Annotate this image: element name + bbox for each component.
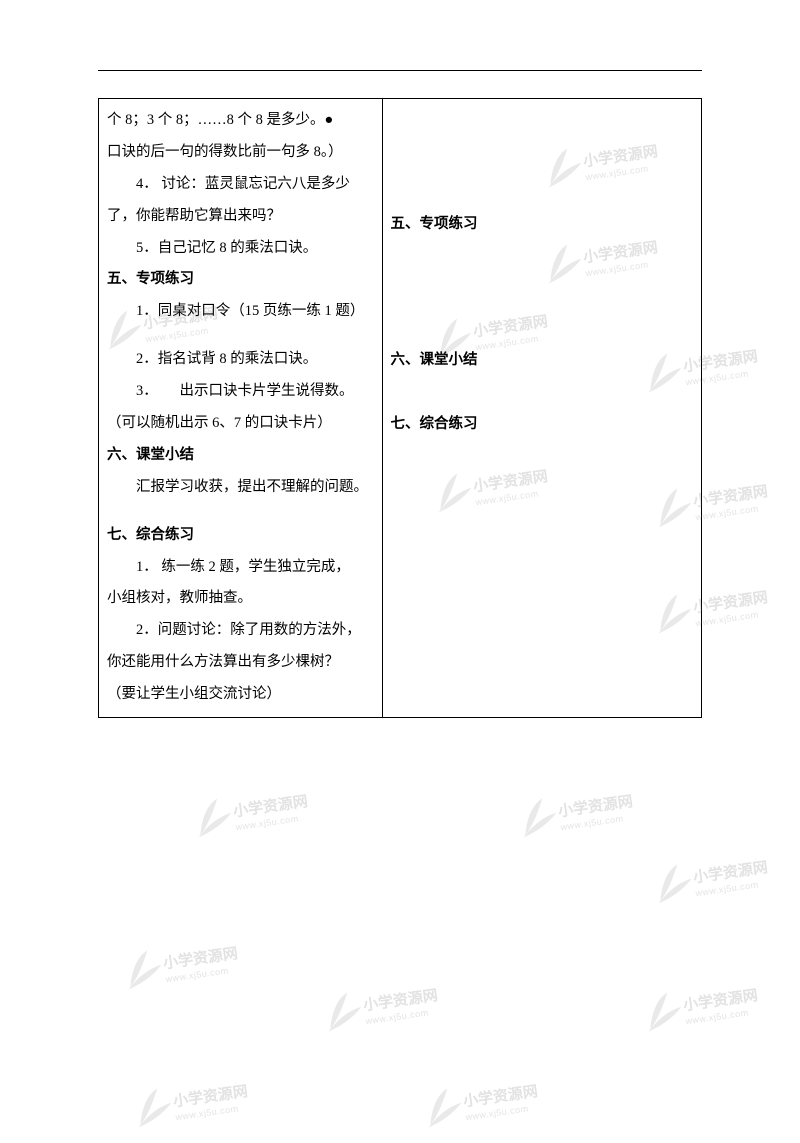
blank-line [107, 504, 376, 520]
svg-text:小学资源网: 小学资源网 [692, 858, 769, 886]
watermark-icon: 小学资源网 www.xj5u.com [637, 974, 792, 1042]
svg-text:www.xj5u.com: www.xj5u.com [694, 879, 759, 898]
watermark-icon: 小学资源网 www.xj5u.com [187, 780, 342, 848]
body-line: 口诀的后一句的得数比前一句多 8。） [107, 137, 376, 169]
watermark-icon: 小学资源网 www.xj5u.com [317, 974, 472, 1042]
body-line: 4． 讨论：蓝灵鼠忘记六八是多少 [107, 169, 376, 201]
watermark-icon: 小学资源网 www.xj5u.com [512, 780, 667, 848]
watermark-icon: 小学资源网 www.xj5u.com [647, 846, 800, 914]
page-root: 个 8；3 个 8；……8 个 8 是多少。● 口诀的后一句的得数比前一句多 8… [0, 0, 800, 1132]
svg-text:www.xj5u.com: www.xj5u.com [464, 1103, 529, 1122]
svg-text:www.xj5u.com: www.xj5u.com [694, 503, 759, 522]
body-line: （可以随机出示 6、7 的口诀卡片） [107, 408, 376, 440]
svg-text:www.xj5u.com: www.xj5u.com [234, 813, 299, 832]
svg-text:www.xj5u.com: www.xj5u.com [364, 1007, 429, 1026]
svg-text:小学资源网: 小学资源网 [172, 1082, 249, 1110]
lesson-table: 个 8；3 个 8；……8 个 8 是多少。● 口诀的后一句的得数比前一句多 8… [98, 98, 702, 718]
svg-text:小学资源网: 小学资源网 [692, 588, 769, 616]
right-heading-6: 六、课堂小结 [391, 345, 695, 377]
body-line: 1． 练一练 2 题，学生独立完成， [107, 552, 376, 584]
body-line: 你还能用什么方法算出有多少棵树？ [107, 647, 376, 679]
watermark-icon: 小学资源网 www.xj5u.com [117, 932, 272, 1000]
svg-text:小学资源网: 小学资源网 [557, 792, 634, 820]
svg-text:小学资源网: 小学资源网 [692, 482, 769, 510]
body-line: 3． 出示口诀卡片学生说得数。 [107, 376, 376, 408]
body-line: 了，你能帮助它算出来吗？ [107, 201, 376, 233]
right-heading-5: 五、专项练习 [391, 209, 695, 241]
body-line: 小组核对，教师抽查。 [107, 583, 376, 615]
section-heading-7: 七、综合练习 [107, 520, 376, 552]
table-left-column: 个 8；3 个 8；……8 个 8 是多少。● 口诀的后一句的得数比前一句多 8… [99, 99, 383, 717]
body-line: 1．同桌对口令（15 页练一练 1 题） [107, 296, 376, 328]
watermark-icon: 小学资源网 www.xj5u.com [417, 1070, 572, 1138]
svg-text:小学资源网: 小学资源网 [682, 986, 759, 1014]
svg-text:小学资源网: 小学资源网 [232, 792, 309, 820]
blank-line [107, 328, 376, 344]
body-line: 2．问题讨论：除了用数的方法外， [107, 615, 376, 647]
right-heading-7: 七、综合练习 [391, 409, 695, 441]
svg-text:www.xj5u.com: www.xj5u.com [559, 813, 624, 832]
body-line: 汇报学习收获，提出不理解的问题。 [107, 472, 376, 504]
body-line: 个 8；3 个 8；……8 个 8 是多少。● [107, 105, 376, 137]
svg-text:小学资源网: 小学资源网 [362, 986, 439, 1014]
svg-text:小学资源网: 小学资源网 [462, 1082, 539, 1110]
body-line: （要让学生小组交流讨论） [107, 679, 376, 711]
body-line: 5．自己记忆 8 的乘法口诀。 [107, 233, 376, 265]
svg-text:www.xj5u.com: www.xj5u.com [684, 1007, 749, 1026]
body-line: 2．指名试背 8 的乘法口诀。 [107, 344, 376, 376]
header-rule [98, 70, 702, 71]
svg-text:www.xj5u.com: www.xj5u.com [174, 1103, 239, 1122]
svg-text:小学资源网: 小学资源网 [162, 944, 239, 972]
watermark-icon: 小学资源网 www.xj5u.com [127, 1070, 282, 1138]
section-heading-5: 五、专项练习 [107, 264, 376, 296]
svg-text:www.xj5u.com: www.xj5u.com [694, 609, 759, 628]
table-right-column: 五、专项练习 六、课堂小结 七、综合练习 [383, 99, 701, 717]
svg-text:www.xj5u.com: www.xj5u.com [164, 965, 229, 984]
section-heading-6: 六、课堂小结 [107, 440, 376, 472]
